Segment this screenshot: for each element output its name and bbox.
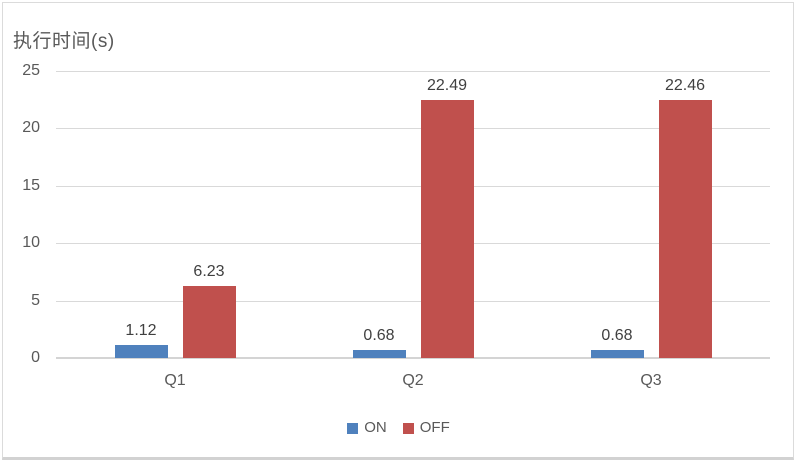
- y-axis-tick-label: 0: [31, 349, 40, 366]
- x-axis-category-label: Q2: [402, 372, 424, 389]
- x-axis-line: [56, 357, 770, 359]
- gridline: [56, 71, 770, 72]
- y-axis-tick-label: 5: [31, 291, 40, 309]
- bar-off: [182, 286, 236, 358]
- y-axis-tick-label: 10: [22, 234, 40, 252]
- x-axis-category-label: Q1: [164, 372, 186, 389]
- x-axis-category-label: Q3: [640, 372, 662, 389]
- bar-off: [658, 100, 712, 358]
- gridline: [56, 300, 770, 302]
- gridline: [56, 128, 770, 130]
- bar-value-label: 22.49: [426, 76, 468, 94]
- bar-on: [590, 350, 644, 358]
- gridline: [56, 243, 770, 245]
- bar-value-label: 0.68: [363, 327, 395, 345]
- bar-value-label: 0.68: [601, 327, 633, 345]
- bar-off: [420, 99, 474, 358]
- legend-label: OFF: [419, 419, 450, 436]
- gridline: [56, 185, 770, 187]
- legend: ON OFF: [0, 420, 797, 436]
- y-axis-tick-label: 25: [22, 62, 40, 79]
- legend-item: ON: [347, 420, 387, 436]
- bar-value-label: 22.46: [664, 77, 706, 95]
- legend-swatch-on: [347, 422, 359, 434]
- bar-on: [114, 345, 168, 358]
- legend-label: ON: [364, 419, 387, 436]
- axis-title: 执行时间(s): [13, 31, 115, 52]
- bar-value-label: 1.12: [125, 322, 157, 340]
- bar-value-label: 6.23: [193, 263, 225, 281]
- y-axis-tick-label: 15: [22, 176, 40, 194]
- bar-on: [352, 350, 406, 358]
- legend-swatch-off: [402, 422, 414, 434]
- legend-item: OFF: [402, 419, 450, 436]
- y-axis-tick-label: 20: [22, 119, 40, 137]
